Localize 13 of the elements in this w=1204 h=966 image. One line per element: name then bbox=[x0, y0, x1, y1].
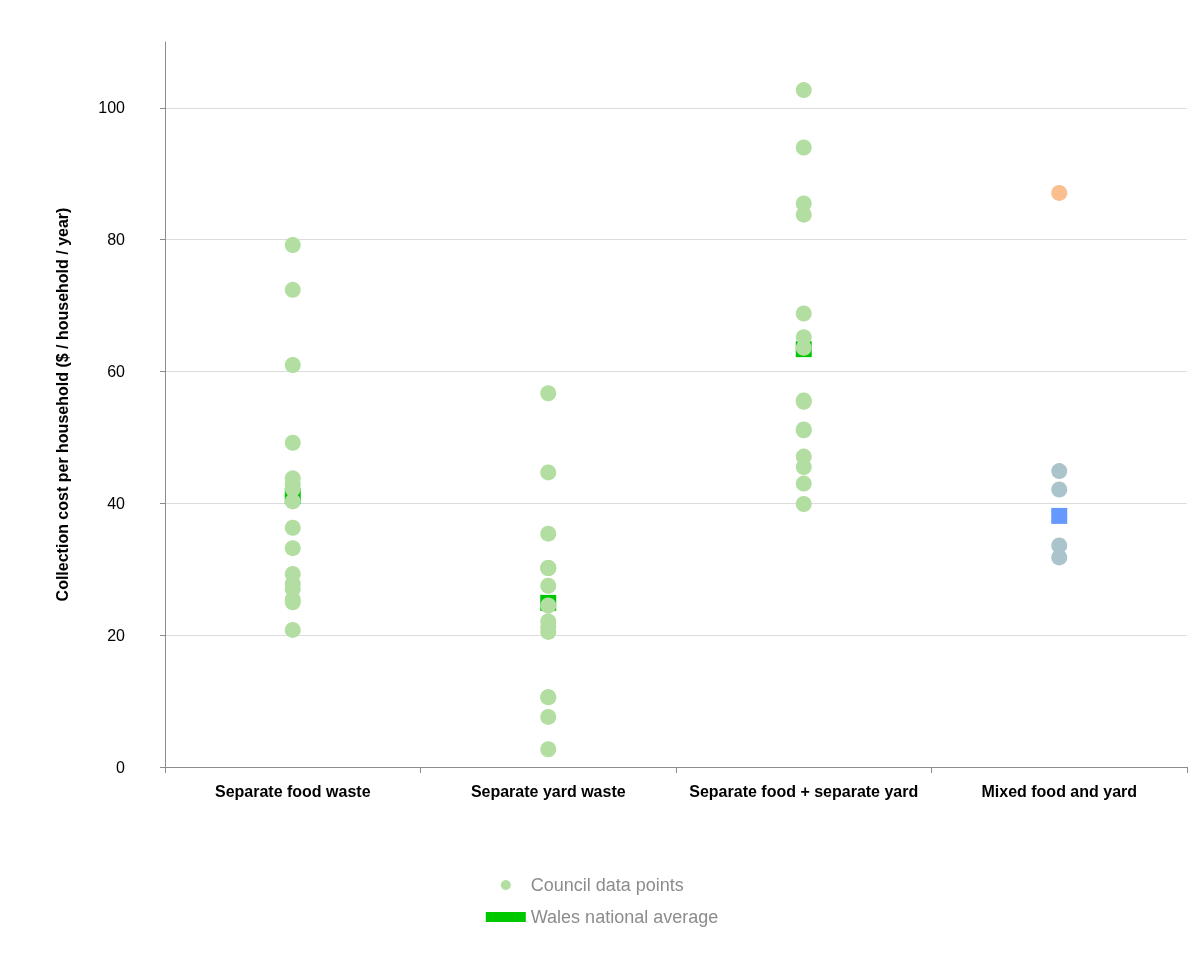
x-tick-label: Separate yard waste bbox=[470, 782, 626, 800]
y-tick-label: 60 bbox=[107, 363, 126, 381]
y-tick-label: 80 bbox=[107, 231, 126, 249]
x-tick-label: Mixed food and yard bbox=[981, 782, 1138, 800]
y-tick-label: 20 bbox=[107, 626, 126, 644]
legend-label: Wales national average bbox=[530, 907, 719, 927]
x-tick-label: Separate food waste bbox=[214, 782, 371, 800]
x-tick-label: Separate food + separate yard bbox=[689, 782, 919, 800]
y-tick-label: 40 bbox=[107, 494, 126, 512]
y-tick-label: 0 bbox=[116, 758, 126, 776]
y-tick-label: 100 bbox=[98, 99, 126, 117]
legend-label: Council data points bbox=[530, 875, 684, 895]
y-axis-title: Collection cost per household ($ / household / year) bbox=[53, 207, 71, 602]
